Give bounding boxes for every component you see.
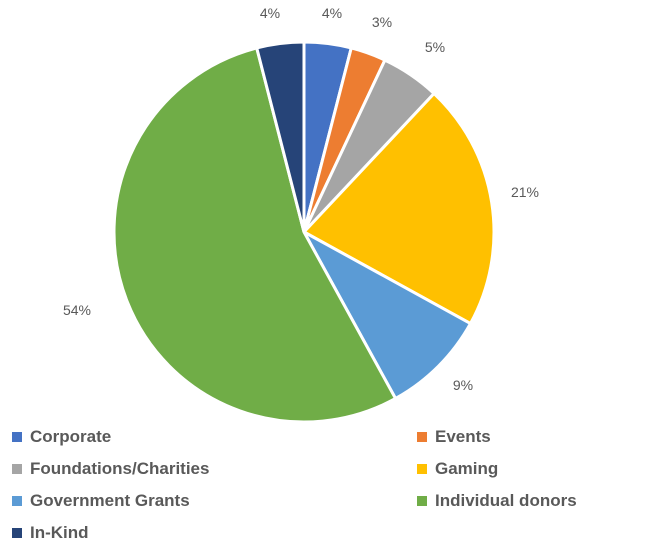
data-label-government-grants: 9% xyxy=(453,377,473,393)
legend-item-events: Events xyxy=(417,426,491,448)
data-label-foundations-charities: 5% xyxy=(425,39,445,55)
legend-swatch xyxy=(12,432,22,442)
data-label-in-kind: 4% xyxy=(260,5,280,21)
legend-label: Corporate xyxy=(30,427,112,446)
pie-slice-government-grants xyxy=(300,228,473,401)
legend-swatch xyxy=(417,464,427,474)
data-label-gaming: 21% xyxy=(511,184,539,200)
data-label-corporate: 4% xyxy=(322,5,342,21)
pie-slice-gaming xyxy=(301,91,496,326)
legend-swatch xyxy=(417,432,427,442)
legend-item-government-grants: Government Grants xyxy=(12,490,190,512)
pie-plot-area: 4% 3% 5% 21% 9% 54% 4% xyxy=(63,5,539,424)
legend-label: Individual donors xyxy=(435,491,577,510)
legend-label: Events xyxy=(435,427,491,446)
legend-label: In-Kind xyxy=(30,523,89,542)
legend-swatch xyxy=(12,528,22,538)
legend-swatch xyxy=(12,496,22,506)
legend-item-gaming: Gaming xyxy=(417,458,498,480)
legend-swatch xyxy=(417,496,427,506)
data-label-events: 3% xyxy=(372,14,392,30)
legend-item-in-kind: In-Kind xyxy=(12,522,89,544)
data-label-individual-donors: 54% xyxy=(63,302,91,318)
legend-item-corporate: Corporate xyxy=(12,426,111,448)
legend-item-individual-donors: Individual donors xyxy=(417,490,577,512)
legend-item-foundations-charities: Foundations/Charities xyxy=(12,458,209,480)
pie-slice-individual-donors xyxy=(112,46,398,424)
legend-swatch xyxy=(12,464,22,474)
legend-label: Foundations/Charities xyxy=(30,459,210,478)
legend-label: Government Grants xyxy=(30,491,190,510)
pie-slice-in-kind xyxy=(254,40,306,233)
legend-label: Gaming xyxy=(435,459,499,478)
